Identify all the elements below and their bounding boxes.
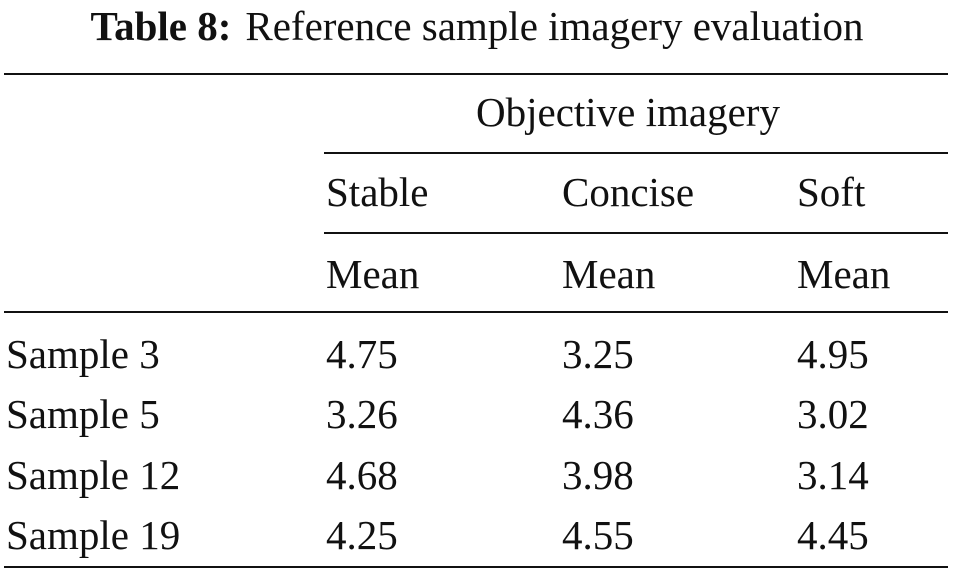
cell-stable: 4.25 — [326, 512, 398, 558]
row-label: Sample 5 — [6, 391, 160, 437]
cell-soft: 4.45 — [797, 512, 869, 558]
bottom-rule — [4, 566, 948, 568]
cell-stable: 4.68 — [326, 452, 398, 498]
row-label: Sample 12 — [6, 452, 181, 498]
column-header-soft: Soft — [797, 169, 866, 215]
cell-concise: 3.25 — [562, 331, 634, 377]
subheader-mean-soft: Mean — [797, 251, 891, 297]
subheader-mean-concise: Mean — [562, 251, 656, 297]
group-rule — [324, 152, 948, 154]
cell-concise: 4.36 — [562, 391, 634, 437]
table-number: Table 8: — [90, 3, 232, 49]
cell-soft: 4.95 — [797, 331, 869, 377]
column-header-concise: Concise — [562, 169, 695, 215]
subheader-mean-stable: Mean — [326, 251, 420, 297]
cell-stable: 4.75 — [326, 331, 398, 377]
cell-soft: 3.14 — [797, 452, 869, 498]
row-label: Sample 3 — [6, 331, 160, 377]
cell-stable: 3.26 — [326, 391, 398, 437]
column-rule — [324, 232, 948, 234]
table-title: Reference sample imagery evaluation — [245, 3, 864, 49]
cell-soft: 3.02 — [797, 391, 869, 437]
cell-concise: 4.55 — [562, 512, 634, 558]
group-header: Objective imagery — [476, 89, 780, 135]
column-header-stable: Stable — [326, 169, 429, 215]
header-rule — [4, 311, 948, 313]
cell-concise: 3.98 — [562, 452, 634, 498]
table-caption: Table 8: Reference sample imagery evaluat… — [0, 0, 954, 52]
top-rule — [4, 73, 948, 75]
row-label: Sample 19 — [6, 512, 181, 558]
